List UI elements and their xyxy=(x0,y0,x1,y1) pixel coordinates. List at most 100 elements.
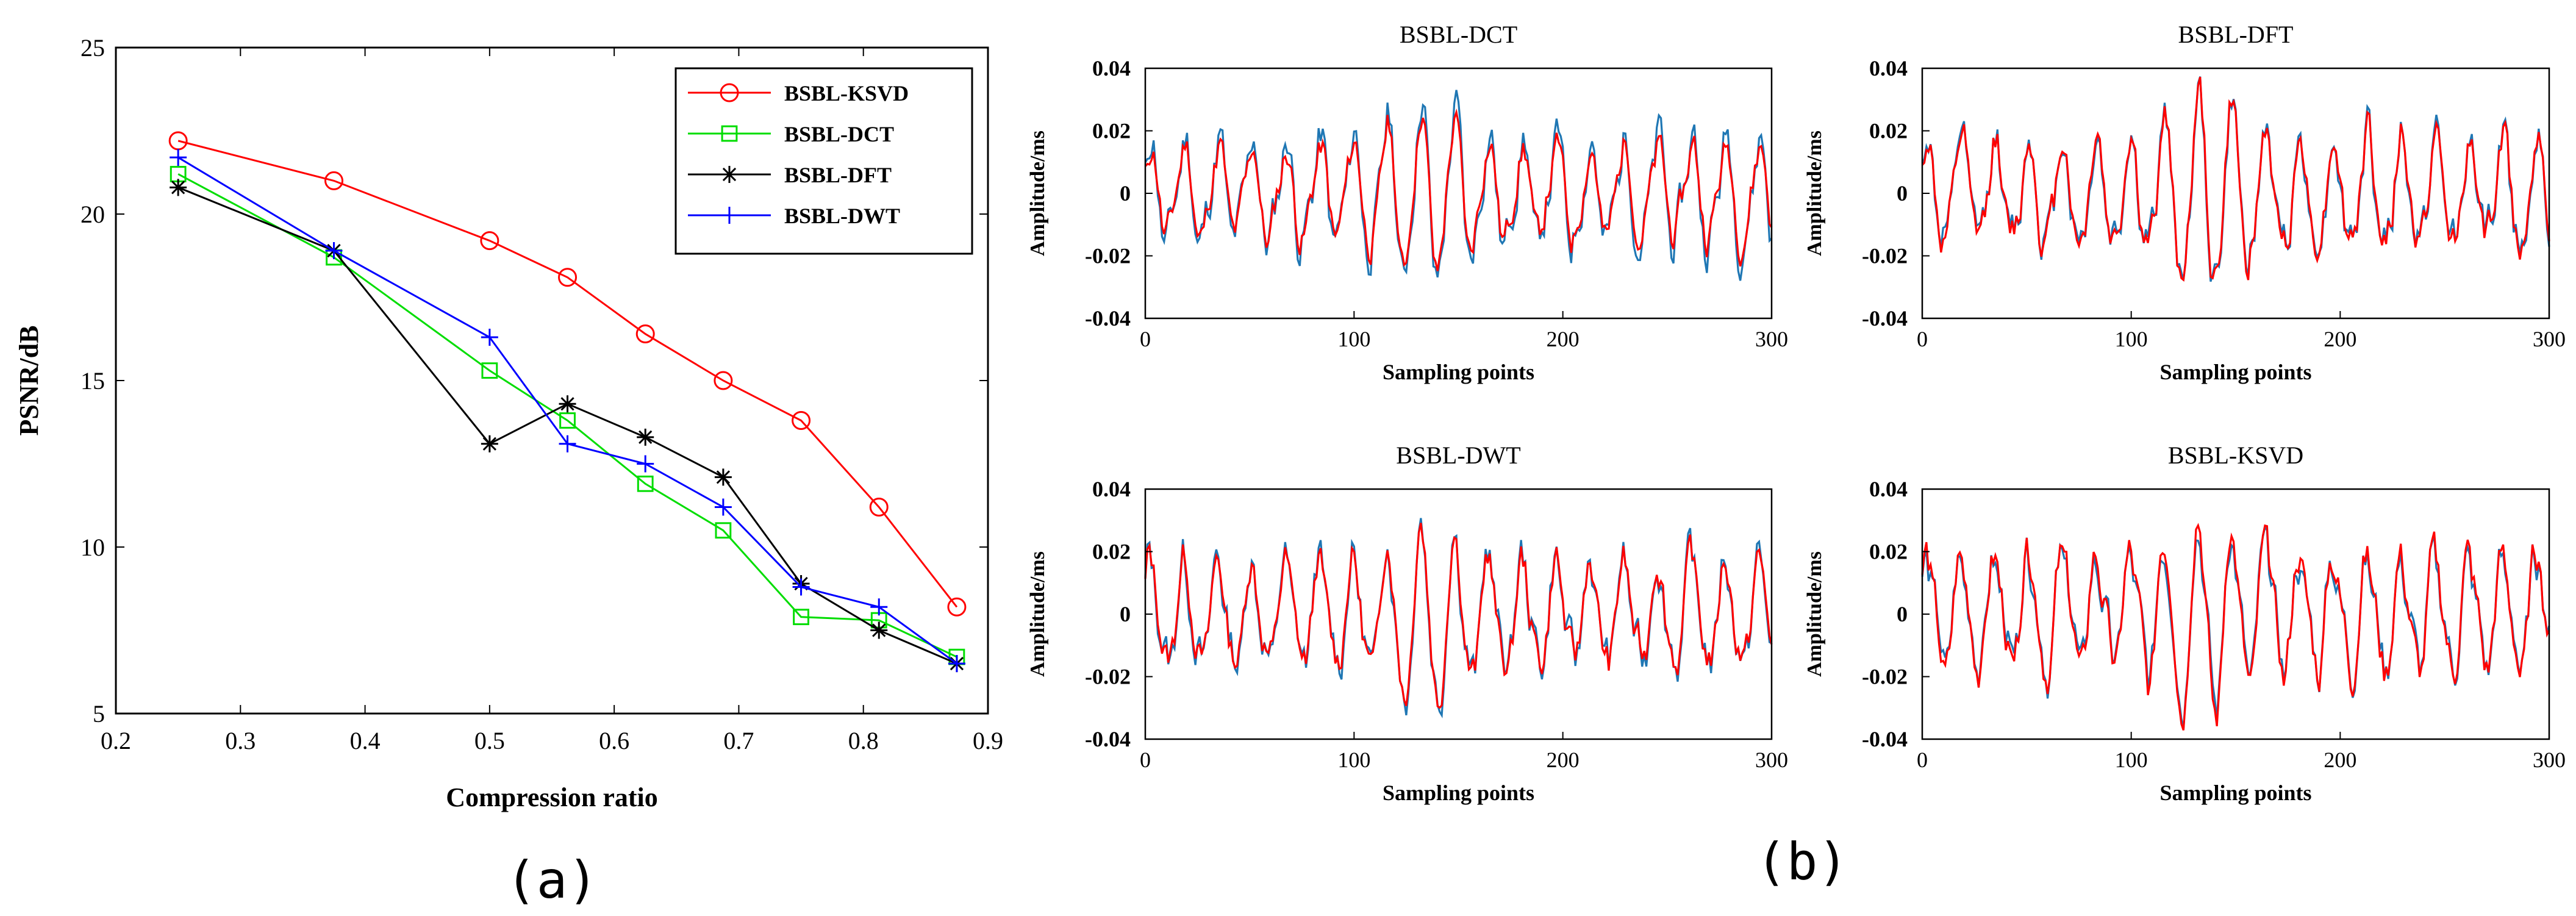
subplot-bsbl-ksvd: BSBL-KSVD Sampling points Amplitude/ms 0… xyxy=(1803,442,2566,805)
y-tick-label: 20 xyxy=(80,201,105,228)
y-tick-label: 15 xyxy=(80,367,105,395)
legend-label: BSBL-DFT xyxy=(784,163,892,187)
x-tick-label: 200 xyxy=(1547,748,1580,772)
x-tick-label: 300 xyxy=(1755,748,1788,772)
data-point xyxy=(325,242,343,260)
subplot-title: BSBL-DWT xyxy=(1396,442,1520,469)
data-point xyxy=(793,609,809,626)
series-bsbl-dct xyxy=(170,166,965,665)
data-point xyxy=(637,475,654,492)
data-point xyxy=(481,329,498,346)
y-tick-label: 10 xyxy=(80,534,105,561)
y-tick-label: 0.04 xyxy=(1092,56,1131,81)
data-point xyxy=(792,578,810,596)
y-tick-label: -0.04 xyxy=(1862,306,1908,331)
y-tick-label: 25 xyxy=(80,34,105,62)
panel-a-legend: BSBL-KSVD BSBL-DCT BSBL-DFT BSBL-DWT xyxy=(674,67,973,255)
data-point xyxy=(559,435,576,453)
x-tick-label: 0.8 xyxy=(848,727,879,754)
y-tick-label: 0.02 xyxy=(1092,119,1131,143)
x-tick-label: 0 xyxy=(1917,327,1928,351)
y-tick-label: 0.02 xyxy=(1869,119,1908,143)
panel-a-x-ticks: 0.2 0.3 0.4 0.5 0.6 0.7 0.8 0.9 xyxy=(101,48,1003,754)
data-point xyxy=(721,125,738,142)
subplot-x-axis-label: Sampling points xyxy=(2159,781,2311,805)
x-tick-label: 200 xyxy=(2324,748,2356,772)
data-point xyxy=(870,598,888,616)
legend-label: BSBL-DCT xyxy=(784,122,894,146)
x-tick-label: 100 xyxy=(1337,748,1370,772)
series-line xyxy=(177,186,957,665)
y-tick-label: 0 xyxy=(1897,602,1908,626)
x-tick-label: 0.3 xyxy=(225,727,256,754)
data-point xyxy=(869,497,889,517)
x-tick-label: 0.6 xyxy=(599,727,629,754)
x-tick-label: 0.2 xyxy=(101,727,131,754)
y-tick-label: 0.04 xyxy=(1092,477,1131,501)
data-point xyxy=(170,179,187,196)
x-tick-label: 0.5 xyxy=(474,727,505,754)
original-signal-line xyxy=(1921,524,2550,730)
data-point xyxy=(714,498,732,516)
series-line xyxy=(177,173,957,658)
panel-a-psnr-chart: 0.2 0.3 0.4 0.5 0.6 0.7 0.8 0.9 5 10 15 20 25 BSBL-… xyxy=(14,34,1003,910)
reconstructed-signal-line xyxy=(1921,76,2550,282)
y-tick-label: -0.02 xyxy=(1862,665,1908,689)
data-point xyxy=(170,149,187,166)
x-tick-label: 0 xyxy=(1140,327,1151,351)
y-tick-label: 0.02 xyxy=(1092,540,1131,564)
legend-label: BSBL-DWT xyxy=(784,204,900,228)
subplot-x-axis-label: Sampling points xyxy=(2159,360,2311,384)
x-tick-label: 0.9 xyxy=(973,727,1003,754)
y-tick-label: -0.02 xyxy=(1862,244,1908,268)
y-tick-label: -0.04 xyxy=(1862,727,1908,751)
data-point xyxy=(792,411,811,431)
data-point xyxy=(559,395,576,413)
x-tick-label: 300 xyxy=(2533,327,2566,351)
x-tick-label: 0.4 xyxy=(350,727,381,754)
subplot-title: BSBL-KSVD xyxy=(2168,442,2303,469)
subplot-title: BSBL-DFT xyxy=(2178,21,2294,48)
x-tick-label: 300 xyxy=(1755,327,1788,351)
panel-a-x-axis-label: Compression ratio xyxy=(446,782,658,812)
series-line xyxy=(177,140,958,608)
reconstructed-signal-line xyxy=(1144,523,1773,709)
data-point xyxy=(480,231,499,251)
subplot-bsbl-dct: BSBL-DCT Sampling points Amplitude/ms 0 1… xyxy=(1026,21,1788,384)
data-point xyxy=(948,655,965,673)
panel-b-waveforms: BSBL-DCT Sampling points Amplitude/ms 0 1… xyxy=(1026,21,2566,892)
panel-a-caption: (a) xyxy=(506,850,598,910)
data-point xyxy=(559,412,576,429)
subplot-x-axis-label: Sampling points xyxy=(1383,781,1534,805)
x-tick-label: 0.7 xyxy=(723,727,754,754)
y-tick-label: -0.02 xyxy=(1085,665,1131,689)
data-point xyxy=(715,522,732,539)
x-tick-label: 0 xyxy=(1140,748,1151,772)
reconstructed-signal-line xyxy=(1144,108,1773,271)
legend-label: BSBL-KSVD xyxy=(784,81,909,106)
subplot-title: BSBL-DCT xyxy=(1400,21,1517,48)
subplot-y-axis-label: Amplitude/ms xyxy=(1803,551,1826,677)
x-tick-label: 100 xyxy=(2115,327,2148,351)
x-tick-label: 100 xyxy=(1337,327,1370,351)
y-tick-label: -0.04 xyxy=(1085,727,1131,751)
series-bsbl-dwt xyxy=(170,149,965,673)
data-point xyxy=(637,428,654,446)
subplot-y-axis-label: Amplitude/ms xyxy=(1803,131,1826,256)
y-tick-label: 5 xyxy=(93,700,105,728)
data-point xyxy=(324,171,343,190)
reconstructed-signal-line xyxy=(1921,523,2550,731)
data-point xyxy=(720,83,739,102)
data-point xyxy=(721,166,738,183)
x-tick-label: 200 xyxy=(2324,327,2356,351)
y-tick-label: 0.04 xyxy=(1869,56,1908,81)
x-tick-label: 0 xyxy=(1917,748,1928,772)
subplot-x-axis-label: Sampling points xyxy=(1383,360,1534,384)
data-point xyxy=(635,324,655,344)
y-tick-label: -0.02 xyxy=(1085,244,1131,268)
panel-a-series xyxy=(168,131,967,673)
panel-a-y-ticks: 5 10 15 20 25 xyxy=(80,34,988,728)
data-point xyxy=(558,268,578,287)
subplot-y-axis-label: Amplitude/ms xyxy=(1026,131,1049,256)
